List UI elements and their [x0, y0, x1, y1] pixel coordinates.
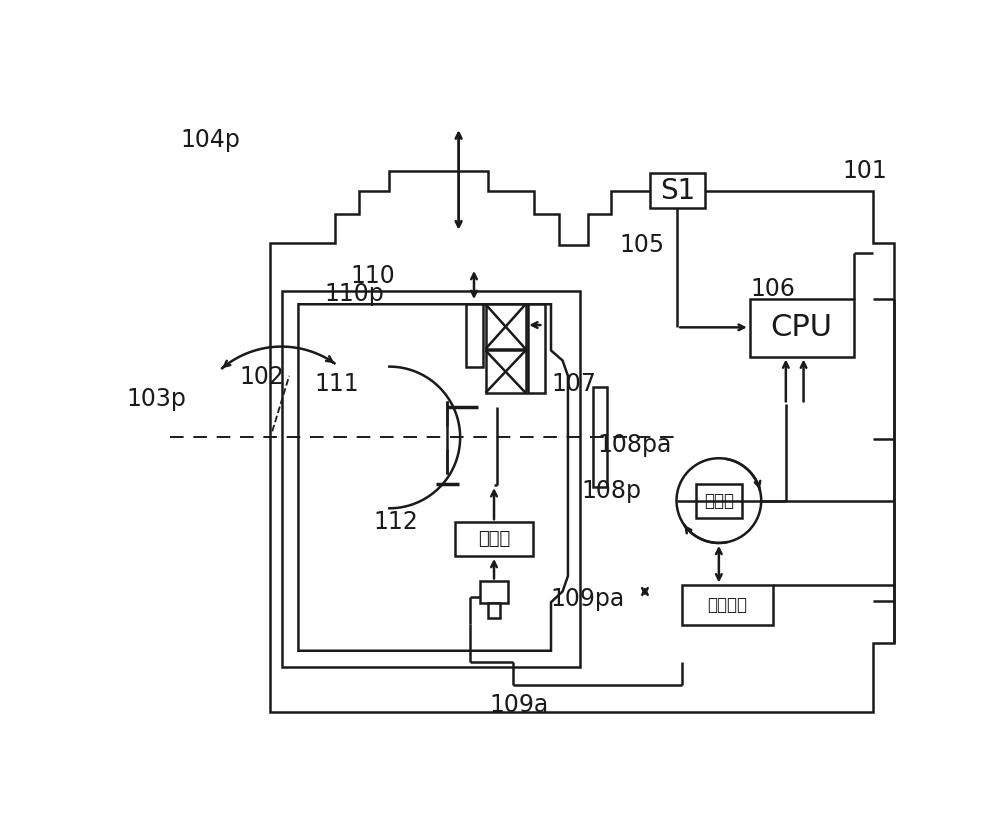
Bar	[682, 585, 773, 625]
Text: CPU: CPU	[770, 313, 832, 342]
Text: S1: S1	[660, 177, 695, 205]
Bar	[466, 304, 483, 367]
Bar	[486, 304, 526, 349]
Bar	[696, 483, 742, 518]
Text: 102: 102	[240, 366, 285, 389]
Text: 103p: 103p	[127, 387, 187, 411]
Bar	[455, 522, 533, 556]
Text: 108p: 108p	[581, 479, 641, 504]
Bar	[282, 291, 580, 667]
Bar	[480, 581, 508, 603]
Bar	[750, 299, 854, 357]
Text: 106: 106	[750, 277, 795, 301]
Text: 109a: 109a	[489, 693, 548, 716]
Text: 110: 110	[350, 264, 395, 288]
Text: 111: 111	[315, 372, 359, 396]
Bar	[528, 304, 545, 392]
Text: 107: 107	[552, 372, 597, 396]
Text: 109pa: 109pa	[551, 587, 625, 611]
Text: 112: 112	[373, 510, 418, 534]
Text: 108pa: 108pa	[597, 433, 671, 457]
Bar	[593, 387, 607, 487]
Bar	[486, 351, 526, 392]
Text: 110p: 110p	[325, 282, 385, 306]
Text: 101: 101	[843, 159, 888, 183]
Bar	[650, 174, 705, 208]
Text: 加速度计: 加速度计	[707, 596, 747, 615]
Text: 陀螺仪: 陀螺仪	[704, 492, 734, 509]
Text: 驱动器: 驱动器	[478, 530, 510, 548]
Text: 105: 105	[619, 233, 664, 257]
Text: 104p: 104p	[181, 129, 241, 152]
Bar	[488, 603, 500, 619]
